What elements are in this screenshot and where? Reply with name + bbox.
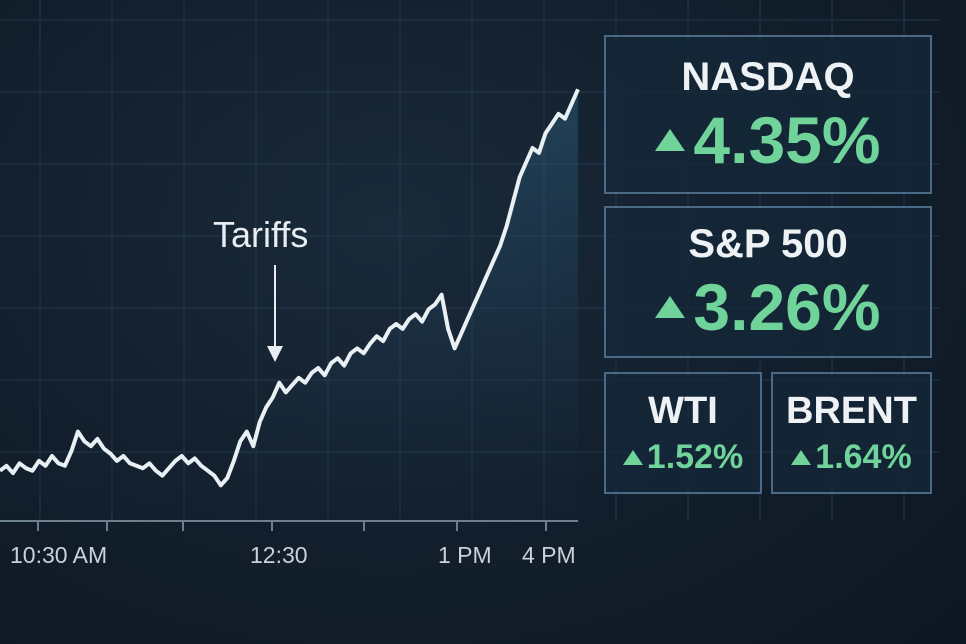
triangle-up-icon	[655, 128, 686, 151]
nasdaq-card: NASDAQ 4.35%	[604, 35, 932, 194]
sp500-change-value: 3.26%	[693, 270, 881, 344]
sp500-card: S&P 500 3.26%	[604, 206, 932, 358]
x-tick-label: 1 PM	[438, 542, 492, 568]
x-tick-label: 12:30	[250, 542, 308, 568]
wti-change-value: 1.52%	[646, 438, 744, 476]
brent-name: BRENT	[786, 390, 917, 432]
wti-card: WTI 1.52%	[604, 372, 762, 494]
brent-card: BRENT 1.64%	[771, 372, 932, 494]
x-tick-label: 10:30 AM	[10, 542, 107, 568]
sp500-change: 3.26%	[655, 270, 881, 344]
brent-change: 1.64%	[791, 438, 912, 476]
x-tick-label: 4 PM	[522, 542, 576, 568]
nasdaq-change: 4.35%	[655, 102, 881, 177]
nasdaq-change-value: 4.35%	[693, 102, 881, 177]
triangle-up-icon	[791, 449, 812, 465]
triangle-up-icon	[655, 296, 686, 318]
sp500-name: S&P 500	[688, 222, 848, 266]
triangle-up-icon	[622, 449, 643, 465]
nasdaq-name: NASDAQ	[681, 54, 855, 99]
wti-change: 1.52%	[622, 438, 744, 476]
x-ticks	[37, 521, 547, 531]
wti-name: WTI	[648, 390, 718, 432]
tariffs-annotation-label: Tariffs	[213, 214, 308, 255]
annotation-arrow-icon	[267, 265, 283, 362]
chart-area-fill	[0, 89, 578, 522]
brent-change-value: 1.64%	[815, 438, 912, 476]
series-line	[0, 88, 580, 488]
